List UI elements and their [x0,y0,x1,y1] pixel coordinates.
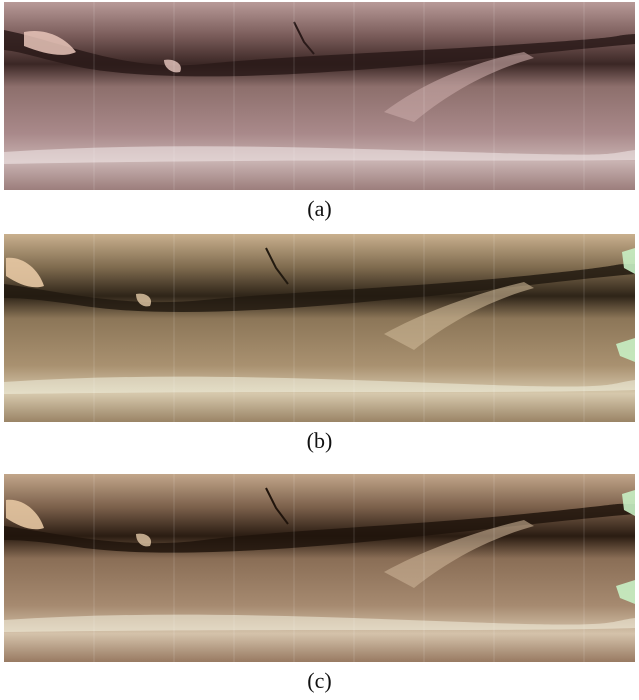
core-image-panel-b [4,234,635,422]
core-image-panel-c [4,474,635,662]
core-image-panel-a [4,2,635,190]
panel-caption-a: (a) [307,196,332,221]
panel-caption-b: (b) [306,428,333,453]
panel-caption-c: (c) [307,668,332,693]
core-photo-b [4,234,635,422]
core-photo-a [4,2,635,190]
core-photo-c [4,474,635,662]
